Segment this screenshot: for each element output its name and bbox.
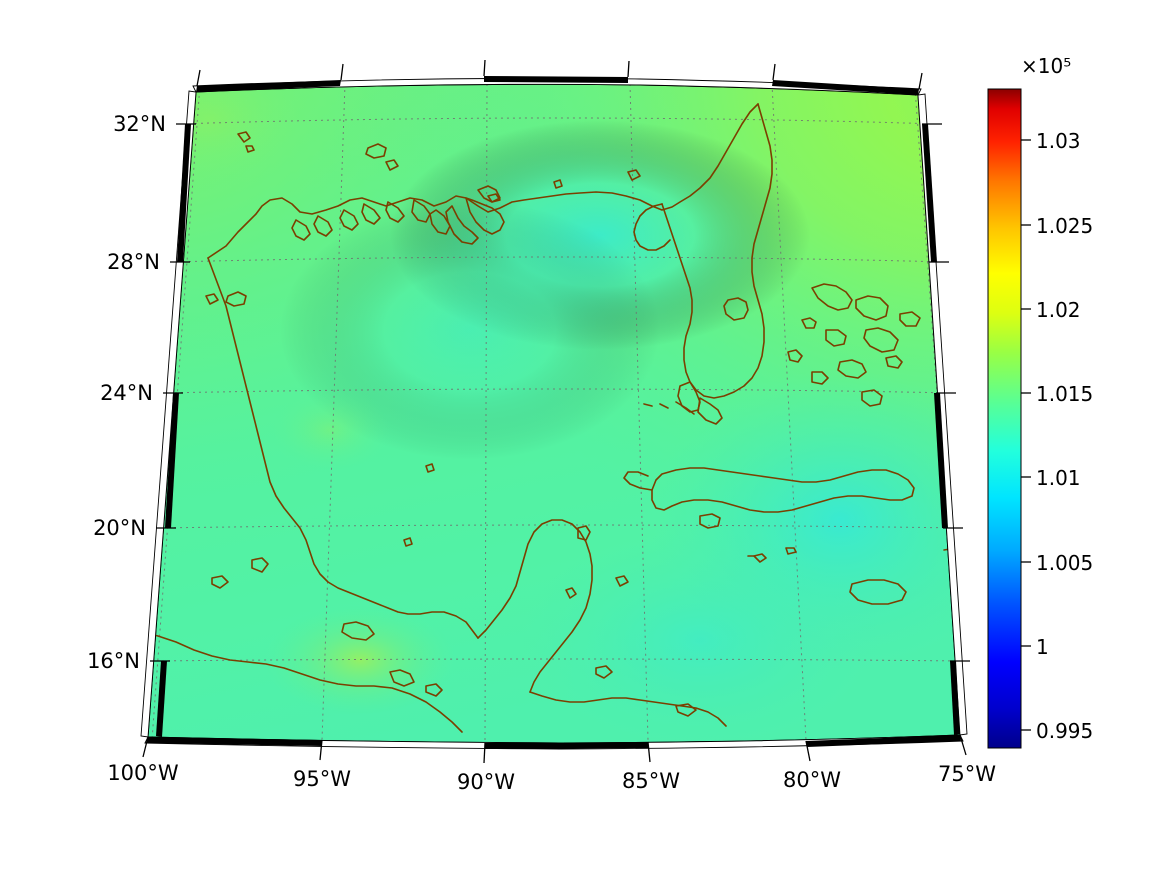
y-tick-label-24N: 24°N [100, 381, 153, 405]
colorbar-tick-label-6: 1.025 [1036, 214, 1094, 238]
colorbar[interactable] [987, 88, 1031, 749]
colorbar-tick-label-7: 1.03 [1036, 129, 1081, 153]
x-tick-label-95W: 95°W [293, 767, 351, 791]
colorbar-tick-label-1: 1 [1036, 635, 1049, 659]
colorbar-exponent-label: ×10⁵ [1021, 54, 1072, 78]
y-tick-label-20N: 20°N [93, 516, 146, 540]
colorbar-tick-label-2: 1.005 [1036, 551, 1094, 575]
x-tick-label-85W: 85°W [622, 769, 680, 793]
pressure-field [148, 84, 960, 744]
x-tick-label-100W: 100°W [107, 761, 179, 785]
coastlines [148, 103, 960, 733]
x-tick-label-90W: 90°W [457, 770, 515, 794]
colorbar-tick-label-3: 1.01 [1036, 466, 1081, 490]
colorbar-tick-label-4: 1.015 [1036, 382, 1094, 406]
x-tick-label-80W: 80°W [783, 768, 841, 792]
map-frame [140, 59, 970, 764]
x-tick-label-75W: 75°W [938, 762, 996, 786]
colorbar-tick-label-5: 1.02 [1036, 298, 1081, 322]
graticule [149, 84, 960, 741]
colorbar-tick-label-0: 0.995 [1036, 719, 1094, 743]
y-tick-label-16N: 16°N [87, 649, 140, 673]
colorbar-ticks [1021, 139, 1031, 731]
y-tick-label-28N: 28°N [107, 250, 160, 274]
y-tick-label-32N: 32°N [113, 112, 166, 136]
